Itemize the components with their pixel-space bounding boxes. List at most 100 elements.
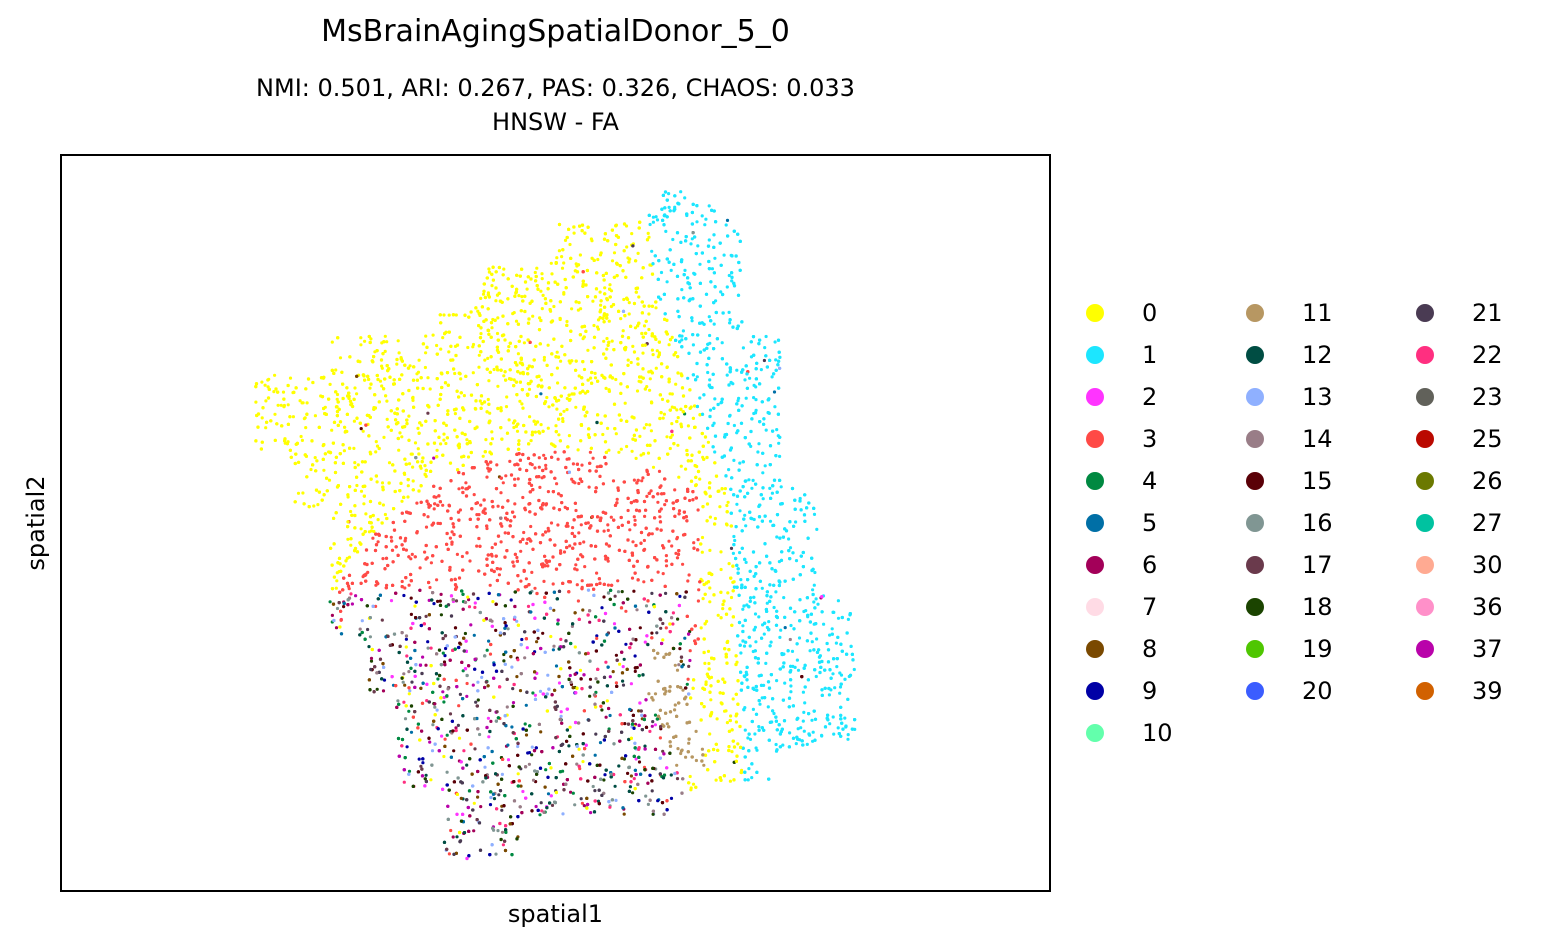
scatter-point [626, 508, 630, 513]
scatter-point [690, 237, 694, 241]
scatter-point [634, 757, 638, 761]
scatter-point [611, 670, 615, 674]
scatter-point [380, 618, 384, 622]
scatter-point [540, 307, 544, 311]
scatter-point [697, 588, 701, 592]
scatter-point [661, 638, 665, 642]
scatter-point [648, 377, 652, 381]
scatter-point [335, 571, 339, 575]
scatter-point [589, 811, 593, 815]
scatter-point [594, 732, 598, 736]
scatter-point [382, 678, 387, 682]
scatter-point [500, 772, 504, 777]
chart-method-subtitle: HNSW - FA [492, 108, 619, 136]
scatter-point [619, 447, 623, 451]
scatter-point [485, 475, 489, 479]
scatter-point [406, 484, 410, 488]
scatter-point [768, 519, 773, 523]
scatter-point [765, 601, 769, 605]
scatter-point [703, 661, 707, 666]
scatter-point [632, 589, 636, 593]
scatter-point [808, 649, 812, 653]
scatter-point [673, 663, 677, 667]
scatter-point [353, 386, 357, 390]
scatter-point [661, 749, 665, 753]
scatter-point [609, 304, 614, 309]
scatter-point [796, 727, 800, 731]
scatter-point [633, 518, 637, 522]
scatter-point [730, 279, 734, 283]
scatter-point [511, 312, 515, 316]
scatter-point [400, 579, 404, 584]
scatter-point [790, 649, 795, 654]
scatter-point [445, 770, 449, 774]
scatter-point [836, 616, 841, 620]
scatter-point [322, 468, 326, 472]
scatter-point [441, 503, 445, 507]
scatter-point [692, 541, 696, 545]
scatter-point [515, 675, 519, 679]
scatter-point [615, 497, 619, 501]
scatter-point [691, 343, 696, 347]
scatter-point [732, 423, 737, 428]
scatter-points [254, 190, 857, 861]
scatter-point [479, 296, 483, 300]
scatter-point [695, 220, 699, 224]
scatter-point [655, 349, 659, 353]
scatter-point [481, 454, 485, 458]
scatter-point [687, 741, 691, 745]
scatter-point [646, 231, 650, 235]
scatter-point [696, 538, 700, 542]
scatter-point [647, 327, 651, 332]
scatter-point [503, 531, 507, 535]
scatter-point [688, 629, 692, 634]
scatter-point [643, 640, 647, 644]
scatter-point [739, 578, 743, 582]
scatter-point [604, 715, 608, 719]
scatter-point [569, 790, 573, 794]
scatter-point [701, 597, 705, 601]
scatter-point [712, 322, 716, 326]
scatter-point [708, 515, 713, 519]
scatter-point [659, 507, 663, 511]
scatter-point [667, 192, 671, 196]
scatter-point [622, 657, 626, 661]
scatter-point [651, 720, 655, 724]
scatter-point [751, 478, 755, 482]
scatter-point [550, 803, 555, 808]
scatter-point [649, 489, 653, 493]
scatter-point [304, 426, 308, 430]
scatter-point [504, 474, 508, 478]
scatter-point [770, 491, 775, 495]
scatter-point [591, 784, 595, 789]
scatter-point [527, 387, 532, 391]
scatter-point [542, 579, 546, 584]
scatter-point [643, 744, 647, 748]
scatter-point [595, 465, 599, 469]
scatter-point [644, 423, 649, 427]
scatter-point [664, 554, 669, 558]
scatter-point [447, 852, 451, 856]
scatter-point [723, 487, 728, 491]
scatter-point [515, 619, 519, 623]
scatter-point [538, 316, 542, 320]
scatter-point [299, 434, 303, 439]
scatter-point [653, 723, 658, 727]
scatter-point [550, 272, 554, 276]
scatter-point [602, 339, 606, 343]
scatter-point [695, 375, 699, 379]
scatter-point [764, 334, 768, 339]
scatter-point [335, 397, 339, 401]
scatter-point [413, 604, 417, 608]
scatter-point [264, 426, 268, 430]
scatter-point [630, 576, 635, 580]
scatter-point [546, 343, 550, 347]
scatter-point [442, 438, 446, 442]
scatter-point [447, 313, 451, 317]
scatter-point [545, 395, 549, 400]
scatter-point [530, 430, 535, 434]
scatter-point [516, 477, 520, 481]
scatter-point [496, 504, 500, 508]
scatter-point [579, 797, 583, 801]
